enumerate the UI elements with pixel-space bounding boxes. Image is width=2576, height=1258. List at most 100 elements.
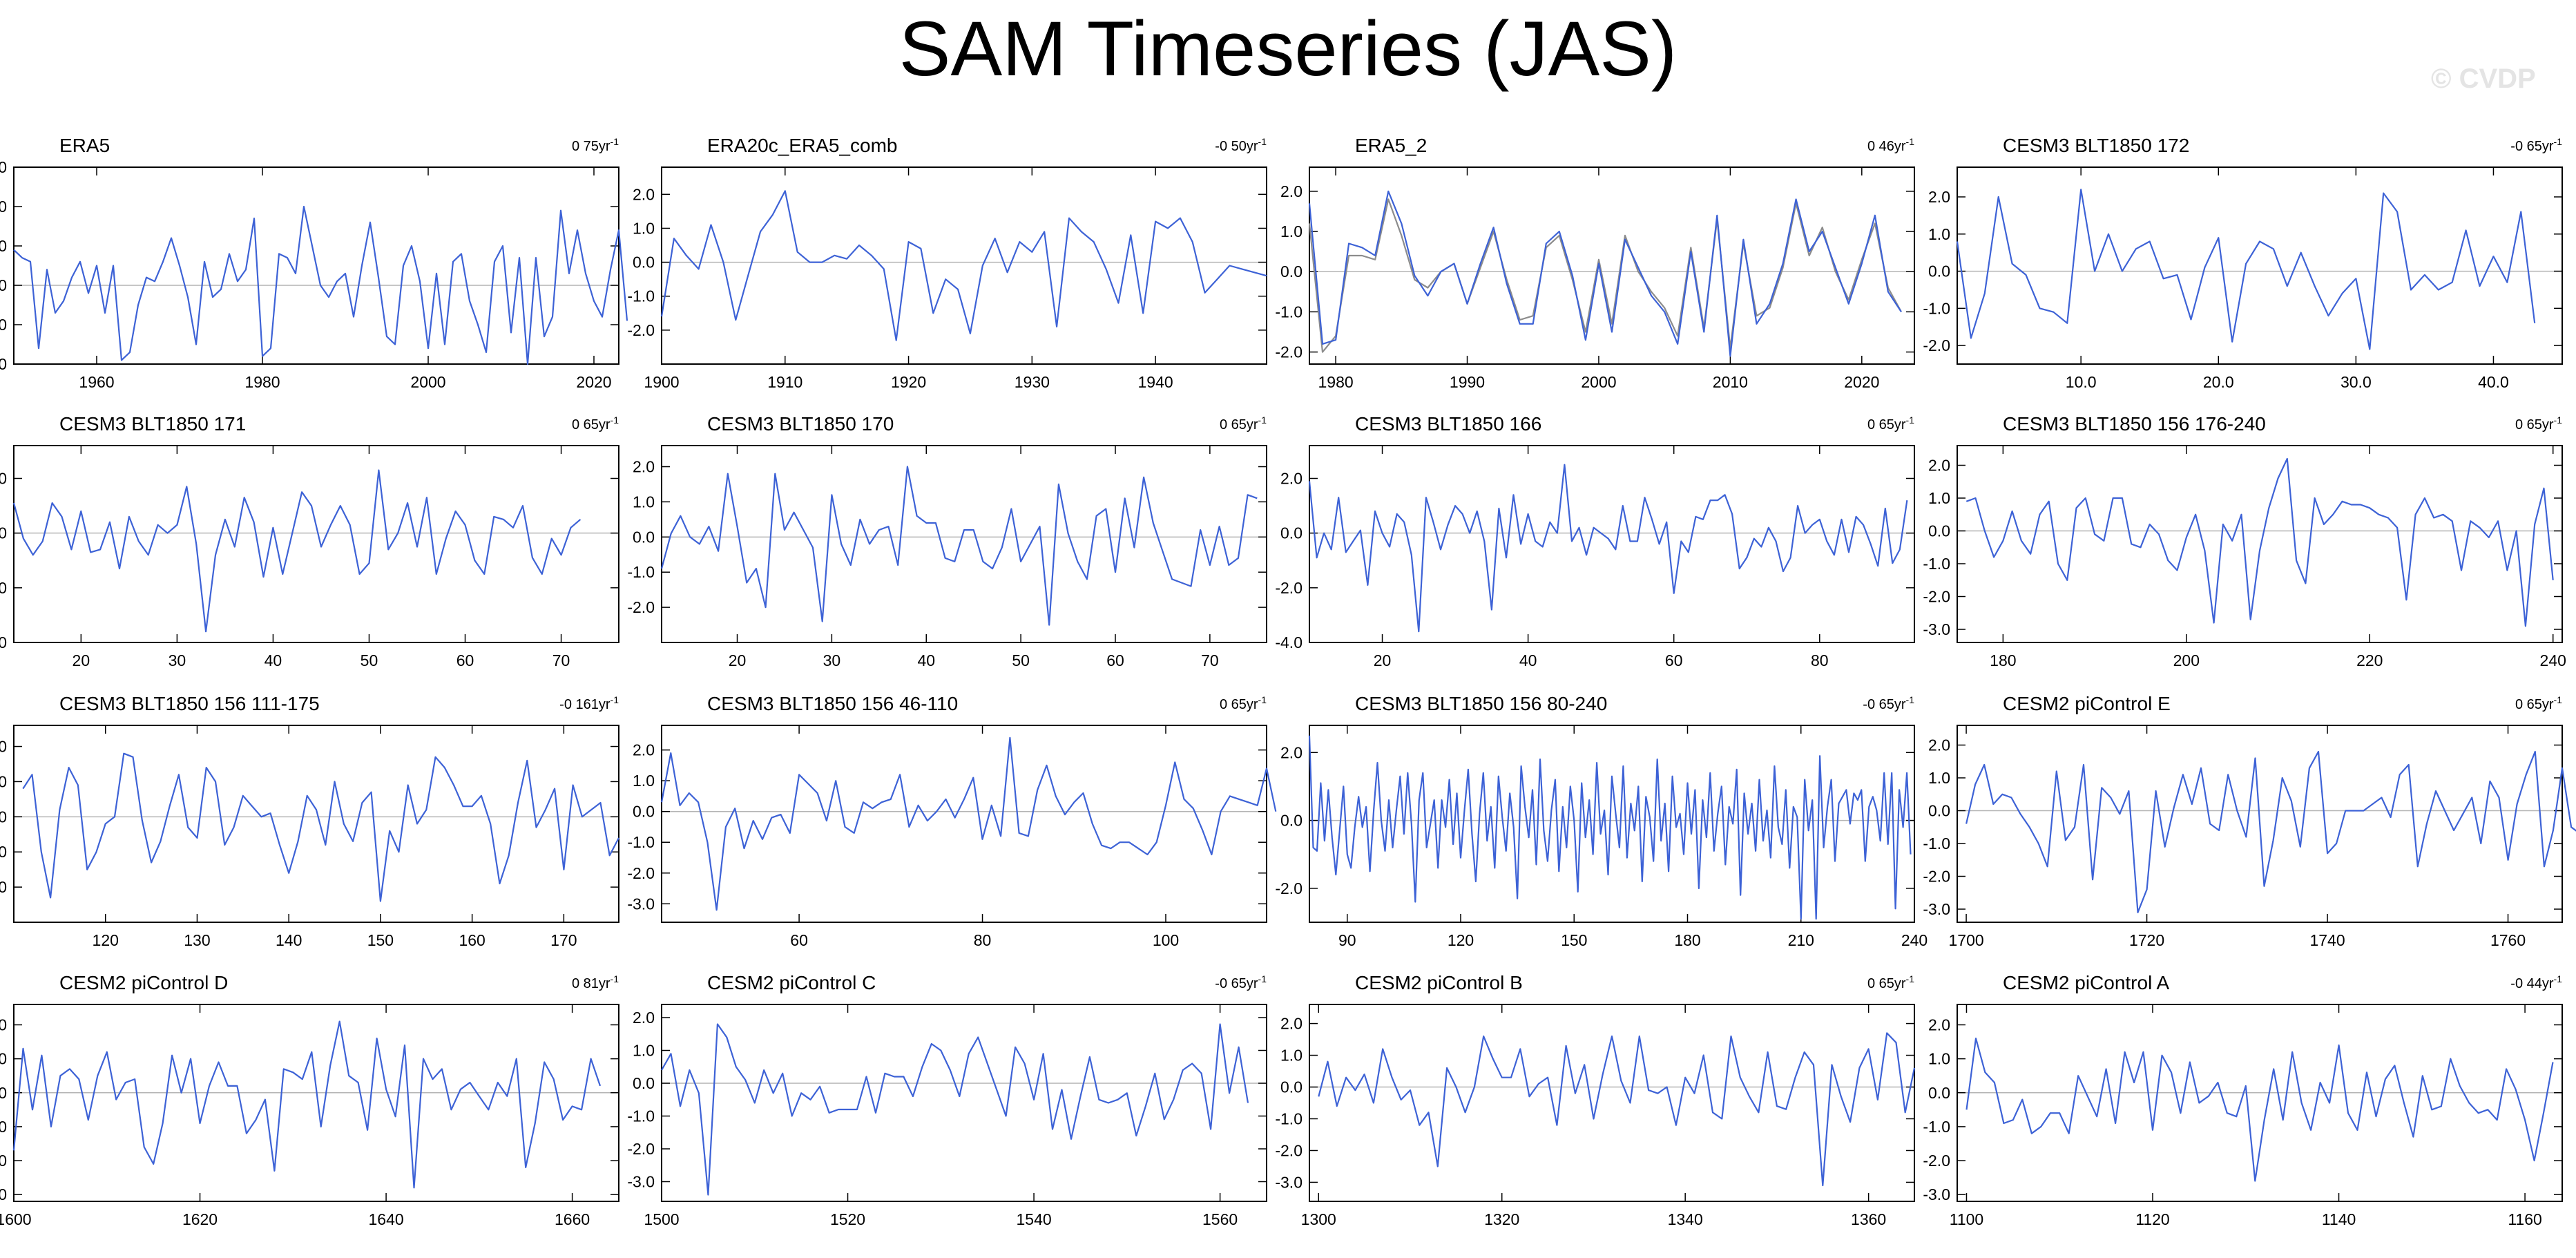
x-tick-label: 1960 xyxy=(79,373,114,391)
plot-frame xyxy=(661,166,1267,365)
trend-label: -0 44yr-1 xyxy=(2510,973,2562,991)
y-tick-label: 0.0 xyxy=(1280,1078,1303,1096)
plot-frame xyxy=(1957,445,2563,643)
x-tick-label: 1540 xyxy=(1016,1210,1051,1228)
y-tick-label: -3.0 xyxy=(0,1185,7,1203)
x-tick-label: 1900 xyxy=(644,373,679,391)
x-tick-label: 1980 xyxy=(244,373,280,391)
plot-frame xyxy=(1957,725,2563,923)
x-tick-label: 30 xyxy=(169,651,186,669)
y-tick-label: -1.0 xyxy=(0,1118,7,1136)
x-tick-label: 150 xyxy=(1561,931,1587,949)
y-tick-label: -3.0 xyxy=(1923,1185,1950,1203)
x-tick-label: 1360 xyxy=(1851,1210,1886,1228)
y-tick-label: 1.0 xyxy=(1280,1047,1303,1065)
x-tick-label: 1660 xyxy=(555,1210,590,1228)
x-tick-label: 50 xyxy=(1012,651,1030,669)
y-tick-label: 2.0 xyxy=(1928,736,1950,754)
x-tick-label: 160 xyxy=(459,931,485,949)
panel-title: CESM2 piControl C xyxy=(707,972,876,993)
y-tick-label: 0.0 xyxy=(0,276,7,294)
x-tick-label: 1940 xyxy=(1138,373,1173,391)
y-tick-label: 3.0 xyxy=(0,158,7,176)
y-tick-label: -2.0 xyxy=(0,355,7,373)
y-tick-label: 1.0 xyxy=(0,237,7,255)
x-tick-label: 30.0 xyxy=(2340,373,2372,391)
y-tick-label: 2.0 xyxy=(633,185,655,203)
chart-panel: CESM2 piControl A -0 44yr-1 -3.0 -2.0 -1.0 0.… xyxy=(1923,972,2563,1228)
y-tick-label: 0.0 xyxy=(0,1084,7,1102)
x-tick-label: 140 xyxy=(276,931,302,949)
x-tick-label: 1600 xyxy=(0,1210,32,1228)
y-tick-label: -4.0 xyxy=(0,633,7,651)
panel-title: CESM3 BLT1850 156 111-175 xyxy=(59,693,320,714)
y-tick-label: -3.0 xyxy=(1275,1173,1303,1191)
plot-frame xyxy=(1957,1004,2563,1202)
y-tick-label: -2.0 xyxy=(627,1140,655,1158)
x-tick-label: 70 xyxy=(1201,651,1219,669)
x-tick-label: 130 xyxy=(184,931,210,949)
y-tick-label: -1.0 xyxy=(627,833,655,851)
x-tick-label: 240 xyxy=(2540,651,2566,669)
x-tick-label: 1100 xyxy=(1950,1210,1983,1228)
y-tick-label: 1.0 xyxy=(633,219,655,237)
trend-label: -0 65yr-1 xyxy=(2510,136,2562,154)
y-tick-label: -1.0 xyxy=(627,1107,655,1125)
panel-title: ERA5_2 xyxy=(1355,135,1427,156)
series-line xyxy=(1965,1037,2554,1182)
y-tick-label: 1.0 xyxy=(0,1050,7,1068)
chart-panel: CESM3 BLT1850 166 0 65yr-1 -4.0 -2.0 0.0 2.0 2… xyxy=(1275,413,1915,669)
y-tick-label: -1.0 xyxy=(1275,1109,1303,1127)
series-line xyxy=(1956,189,2536,350)
chart-panel: CESM3 BLT1850 156 46-110 0 65yr-1 -3.0 -2.0… xyxy=(627,693,1277,949)
panel-title: CESM2 piControl B xyxy=(1355,972,1523,993)
trend-label: 0 81yr-1 xyxy=(572,973,619,991)
panel-title: CESM3 BLT1850 170 xyxy=(707,413,894,435)
x-tick-label: 210 xyxy=(1788,931,1814,949)
panel-title: CESM2 piControl E xyxy=(2003,693,2171,714)
chart-panel: CESM2 piControl E 0 65yr-1 -3.0 -2.0 -1.0 0.0… xyxy=(1923,693,2576,949)
trend-label: -0 50yr-1 xyxy=(1215,136,1267,154)
trend-label: 0 65yr-1 xyxy=(2515,694,2562,712)
y-tick-label: 2.0 xyxy=(633,1009,655,1027)
series-line xyxy=(1308,735,1912,920)
chart-panel: ERA5_2 0 46yr-1 -2.0 -1.0 0.0 1.0 2.0 1980 1990 2… xyxy=(1275,135,1915,391)
series-line xyxy=(1965,750,2576,913)
chart-panel: CESM2 piControl D 0 81yr-1 -3.0 -2.0 -1.0 0.0… xyxy=(0,972,619,1228)
x-tick-label: 1620 xyxy=(182,1210,218,1228)
y-tick-label: -2.0 xyxy=(0,579,7,597)
trend-label: 0 65yr-1 xyxy=(2515,414,2562,432)
panel-title: CESM3 BLT1850 156 176-240 xyxy=(2003,413,2266,435)
y-tick-label: 1.0 xyxy=(1280,222,1303,240)
series-line xyxy=(12,469,581,633)
y-tick-label: 0.0 xyxy=(1280,263,1303,280)
x-tick-label: 100 xyxy=(1153,931,1179,949)
series-line xyxy=(1308,464,1908,633)
trend-label: -0 65yr-1 xyxy=(1863,694,1914,712)
y-tick-label: 1.0 xyxy=(1928,769,1950,787)
y-tick-label: -2.0 xyxy=(1275,879,1303,897)
plot-frame xyxy=(13,725,619,923)
panel-title: CESM3 BLT1850 166 xyxy=(1355,413,1541,435)
y-tick-label: 2.0 xyxy=(633,741,655,759)
plot-frame xyxy=(661,445,1267,643)
x-tick-label: 1920 xyxy=(891,373,926,391)
chart-panel: CESM3 BLT1850 172 -0 65yr-1 -2.0 -1.0 0.0 1.0… xyxy=(1923,135,2563,391)
y-tick-label: -3.0 xyxy=(1923,900,1950,918)
panel-title: CESM2 piControl A xyxy=(2003,972,2170,993)
plot-frame xyxy=(1309,1004,1915,1202)
chart-panel: ERA20c_ERA5_comb -0 50yr-1 -2.0 -1.0 0.0 1.0 2… xyxy=(627,135,1267,391)
y-tick-label: -1.0 xyxy=(0,843,7,861)
y-tick-label: 1.0 xyxy=(1928,225,1950,243)
plot-frame xyxy=(661,725,1267,923)
y-tick-label: 0.0 xyxy=(0,524,7,542)
x-tick-label: 180 xyxy=(1990,651,2016,669)
chart-panel: CESM2 piControl C -0 65yr-1 -3.0 -2.0 -1.0 0.… xyxy=(627,972,1267,1228)
y-tick-label: -2.0 xyxy=(0,878,7,896)
series-line xyxy=(13,205,628,365)
series-line xyxy=(661,1023,1249,1196)
y-tick-label: 0.0 xyxy=(633,528,655,546)
x-tick-label: 1980 xyxy=(1318,373,1354,391)
x-tick-label: 170 xyxy=(550,931,577,949)
x-tick-label: 20 xyxy=(1374,651,1392,669)
